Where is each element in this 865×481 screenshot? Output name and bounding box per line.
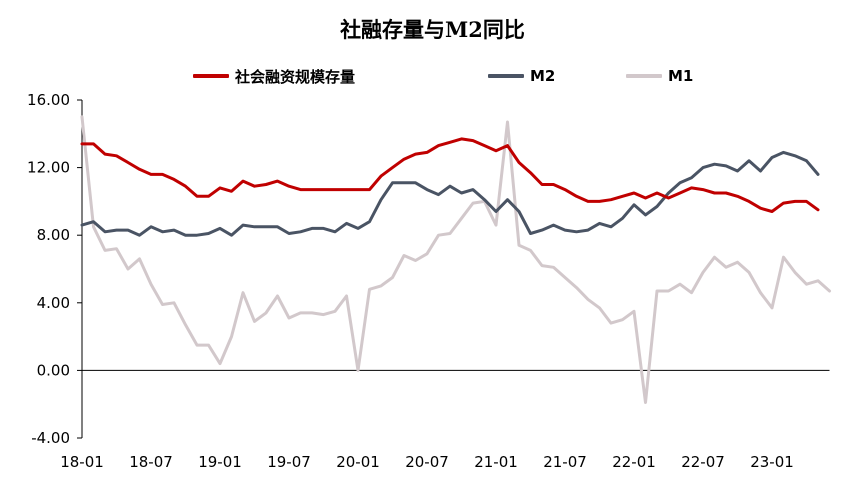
x-tick-label: 18-01 (60, 453, 104, 471)
y-tick-label: 0.00 (37, 361, 70, 379)
y-tick-label: -4.00 (31, 429, 70, 447)
legend-item-m2: M2 (488, 64, 555, 88)
series-line-m1 (80, 115, 831, 404)
x-tick-label: 23-01 (750, 453, 794, 471)
legend-label-m1: M1 (668, 67, 694, 85)
x-tick-label: 22-01 (612, 453, 656, 471)
y-tick-label: 8.00 (37, 226, 70, 244)
legend-item-m1: M1 (626, 64, 693, 88)
legend-swatch-m1 (626, 74, 662, 78)
series-line-social-financing (80, 137, 820, 213)
y-tick-label: 16.00 (27, 91, 70, 109)
x-tick-label: 21-07 (543, 453, 587, 471)
x-tick-label: 22-07 (681, 453, 725, 471)
legend: 社会融资规模存量 M2 M1 (0, 64, 865, 88)
x-tick-label: 19-07 (267, 453, 311, 471)
x-tick-label: 20-01 (336, 453, 380, 471)
x-tick-label: 19-01 (198, 453, 242, 471)
chart-title: 社融存量与M2同比 (340, 17, 525, 42)
legend-label-m2: M2 (530, 67, 556, 85)
legend-item-social-financing: 社会融资规模存量 (193, 64, 355, 88)
x-tick-label: 18-07 (129, 453, 173, 471)
legend-swatch-m2 (488, 74, 524, 78)
legend-swatch-social-financing (193, 74, 229, 78)
x-tick-label: 20-07 (405, 453, 449, 471)
x-tick-label: 21-01 (474, 453, 518, 471)
y-tick-label: 4.00 (37, 294, 70, 312)
y-tick-label: 12.00 (27, 159, 70, 177)
legend-label-social-financing: 社会融资规模存量 (235, 67, 356, 86)
series-line-m2 (80, 150, 820, 237)
